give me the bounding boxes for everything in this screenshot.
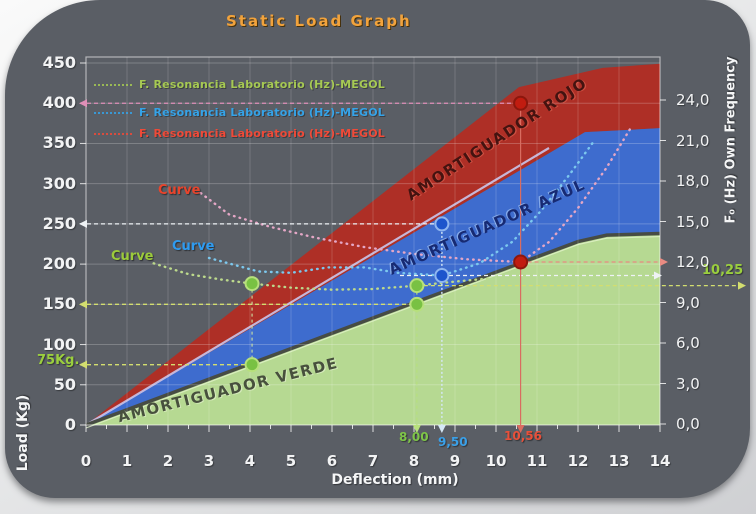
x-tick-label-0: 0 [80,452,92,470]
x-tick-label-8: 8 [408,452,420,470]
legend-label-verde: F. Resonancia Laboratorio (Hz)-MEGOL [139,78,385,91]
arrowhead-down [412,425,421,433]
x-tick-label-7: 7 [367,452,379,470]
annotation-deflection-8-00: 8,00 [399,430,429,444]
annotation-freq-10-25: 10,25 [702,263,744,278]
y-left-tick-label-150: 150 [42,294,76,314]
x-tick-label-12: 12 [567,452,589,470]
y-right-axis-title: F₀ (Hz) Own Frequency [723,56,739,224]
x-tick-label-4: 4 [244,452,256,470]
arrowhead-left [79,300,87,309]
resonancia-azul-curve [207,139,596,277]
x-tick-label-10: 10 [485,452,507,470]
y-left-tick-label-200: 200 [42,254,76,274]
legend-label-rojo: F. Resonancia Laboratorio (Hz)-MEGOL [139,127,385,140]
arrowhead-right [654,271,662,280]
y-right-tick-label-12,0: 12,0 [676,253,710,271]
y-right-tick-label-15,0: 15,0 [676,212,710,231]
y-left-tick-label-50: 50 [53,374,76,394]
y-right-tick-label-9,0: 9,0 [676,293,700,312]
legend-swatch-verde-icon [94,83,132,86]
legend-swatch-rojo-icon [94,132,132,135]
curve-label-azul: Curve [172,239,215,254]
x-tick-label-14: 14 [649,452,671,470]
y-right-tick-label-0,0: 0,0 [676,415,700,433]
y-left-tick-label-300: 300 [42,173,76,193]
y-right-tick-label-21,0: 21,0 [676,131,710,150]
x-axis-title: Deflection (mm) [331,472,459,488]
annotation-deflection-9-50: 9,50 [438,435,468,449]
y-left-tick-label-350: 350 [42,133,76,153]
y-right-tick-label-6,0: 6,0 [676,334,700,352]
y-left-tick-label-0: 0 [64,415,76,434]
x-tick-label-3: 3 [203,452,215,470]
y-right-tick-label-18,0: 18,0 [676,172,710,190]
verde-8mm-load-dot [409,296,425,312]
azul-9.5mm-freq-dot [434,268,450,283]
legend-label-azul: F. Resonancia Laboratorio (Hz)-MEGOL [139,106,385,119]
arrowhead-left [79,99,87,108]
arrowhead-left [79,219,87,228]
y-left-tick-label-400: 400 [42,93,76,113]
x-tick-label-13: 13 [608,452,630,470]
y-left-tick-label-250: 250 [42,213,76,233]
curve-label-rojo: Curve [158,183,201,198]
rojo-10.56mm-load-dot [513,95,529,111]
verde-edge-dark [85,231,661,427]
verde-8mm-freq-dot [409,278,425,294]
x-tick-label-1: 1 [121,452,133,470]
x-tick-label-11: 11 [526,452,548,470]
amortiguador-verde-area [86,233,660,425]
x-tick-label-6: 6 [326,452,338,470]
legend-item-azul: F. Resonancia Laboratorio (Hz)-MEGOL [94,106,385,119]
azul-9.5mm-load-dot [434,216,450,232]
y-left-tick-label-100: 100 [42,334,76,354]
y-right-tick-label-3,0: 3,0 [676,374,700,393]
legend-swatch-azul-icon [94,111,132,114]
verde-edge-light [85,235,661,429]
y-left-tick-label-450: 450 [42,53,76,72]
annotation-load-75kg: 75Kg. [37,353,80,368]
verde-4mm-freq-dot [244,276,260,292]
y-right-tick-label-24,0: 24,0 [676,91,710,109]
annotation-deflection-10-56: 10,56 [504,429,542,443]
amortiguador-rojo-area [86,63,660,425]
arrowhead-down [437,425,446,433]
x-tick-label-5: 5 [285,452,297,470]
arrowhead-right [660,258,668,266]
rojo-10.56mm-freq-dot [513,254,529,270]
y-left-axis-title: Load (Kg) [15,394,31,472]
legend-item-rojo: F. Resonancia Laboratorio (Hz)-MEGOL [94,127,385,140]
resonancia-verde-curve [152,262,494,291]
arrowhead-left [79,360,87,369]
x-tick-label-9: 9 [449,452,461,470]
x-tick-label-2: 2 [162,452,174,470]
arrowhead-down [516,425,525,433]
curve-label-verde: Curve [111,249,154,264]
chart-title: Static Load Graph [226,12,412,30]
azul-edge-highlight [85,147,550,426]
amortiguador-azul-area [86,128,660,425]
verde-4mm-load-dot [244,357,260,373]
legend-item-verde: F. Resonancia Laboratorio (Hz)-MEGOL [94,78,385,91]
arrowhead-right [738,281,746,290]
